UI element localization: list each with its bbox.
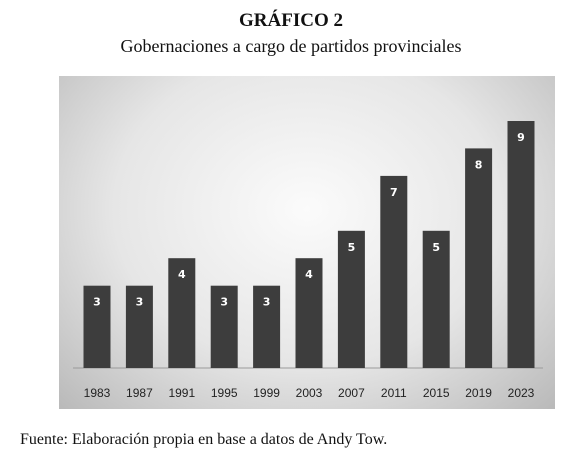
data-label-1995: 3	[220, 296, 228, 309]
bar-2003	[295, 258, 323, 368]
data-label-1983: 3	[93, 296, 101, 309]
data-label-2015: 5	[432, 241, 440, 254]
data-label-2019: 8	[475, 158, 483, 171]
x-tick-label-2015: 2015	[423, 386, 450, 400]
bar-1995	[210, 285, 238, 368]
data-label-2007: 5	[348, 241, 356, 254]
bar-1983	[83, 285, 111, 368]
x-tick-label-2003: 2003	[296, 386, 323, 400]
x-tick-label-1991: 1991	[168, 386, 195, 400]
x-tick-label-2019: 2019	[465, 386, 492, 400]
bar-2023	[507, 121, 535, 368]
chart-title: Gobernaciones a cargo de partidos provin…	[120, 36, 462, 56]
data-label-2011: 7	[390, 186, 398, 199]
bar-2015	[422, 230, 450, 368]
bar-1991	[168, 258, 196, 368]
x-tick-label-2023: 2023	[508, 386, 535, 400]
data-label-2023: 9	[517, 131, 525, 144]
data-label-1991: 4	[178, 268, 186, 281]
x-tick-label-1987: 1987	[126, 386, 153, 400]
bar-1987	[125, 285, 153, 368]
bar-chart: 3 1983 3 1987 4 1991 3 1995 3 1999 4 2003 5 2007 7 2011…	[73, 121, 543, 400]
bar-2011	[380, 175, 408, 368]
data-label-1999: 3	[263, 296, 271, 309]
x-tick-label-2007: 2007	[338, 386, 365, 400]
x-tick-label-1983: 1983	[84, 386, 111, 400]
data-label-2003: 4	[305, 268, 313, 281]
x-tick-label-1995: 1995	[211, 386, 238, 400]
x-tick-label-1999: 1999	[253, 386, 280, 400]
data-label-1987: 3	[136, 296, 144, 309]
bar-1999	[253, 285, 281, 368]
chart-heading: GRÁFICO 2	[239, 10, 343, 31]
source-note: Fuente: Elaboración propia en base a dat…	[20, 431, 388, 448]
bar-2007	[337, 230, 365, 368]
x-tick-label-2011: 2011	[381, 386, 407, 400]
bar-2019	[465, 148, 493, 368]
plot-area: 3 1983 3 1987 4 1991 3 1995 3 1999 4 2003 5 2007 7 2011…	[59, 76, 555, 409]
